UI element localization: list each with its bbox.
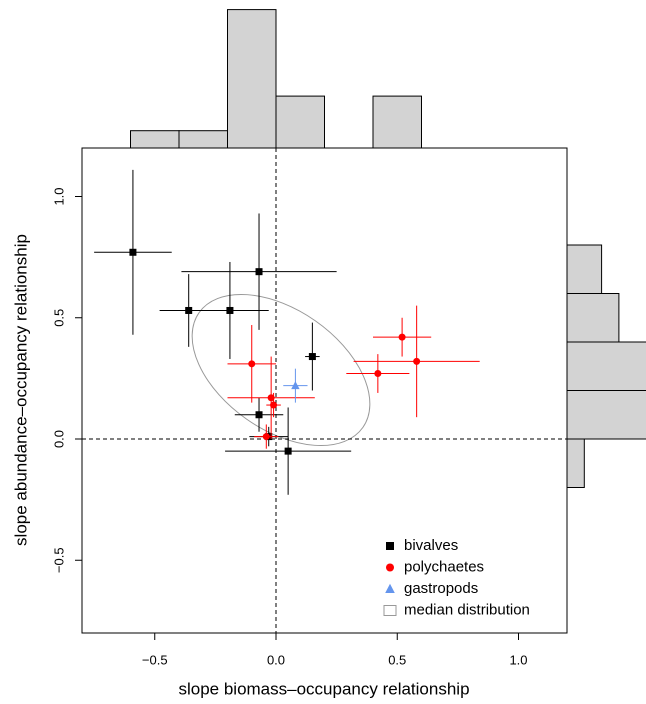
point — [270, 401, 278, 409]
legend-marker — [386, 563, 394, 572]
point — [267, 394, 275, 402]
right-histogram-bar — [566, 390, 646, 440]
legend-ellipse-swatch — [383, 605, 397, 616]
right-histogram-bar — [566, 438, 585, 488]
plot-frame — [81, 147, 568, 634]
top-histogram-bar — [275, 95, 325, 149]
median-ellipse — [191, 293, 371, 447]
x-tick-label: 0.5 — [388, 652, 406, 667]
point — [308, 353, 316, 361]
legend-label: polychaetes — [404, 558, 484, 575]
x-tick-label: 0.0 — [267, 652, 285, 667]
point — [129, 248, 137, 256]
legend-label: gastropods — [404, 580, 478, 597]
point — [291, 381, 300, 390]
point — [185, 306, 193, 314]
x-tick-label: −0.5 — [142, 652, 168, 667]
y-tick-label: −0.5 — [51, 547, 66, 573]
x-axis-title: slope biomass–occupancy relationship — [178, 679, 469, 698]
point — [413, 357, 421, 365]
top-histogram-bar — [372, 95, 422, 149]
legend-marker — [385, 583, 395, 593]
y-tick-label: 0.5 — [51, 309, 66, 327]
y-axis-title: slope abundance–occupancy relationship — [11, 234, 30, 546]
legend-label: bivalves — [404, 537, 458, 554]
y-tick-label: 0.0 — [51, 430, 66, 448]
point — [226, 306, 234, 314]
point — [255, 268, 263, 276]
legend-marker — [386, 542, 394, 550]
point — [248, 360, 256, 368]
point — [284, 447, 292, 455]
top-histogram-bar — [178, 130, 228, 149]
top-histogram-bar — [130, 130, 180, 149]
point — [255, 411, 263, 419]
top-histogram-bar — [227, 9, 277, 149]
right-histogram-bar — [566, 244, 603, 294]
right-histogram-bar — [566, 341, 646, 391]
right-histogram-bar — [566, 293, 620, 343]
y-tick-label: 1.0 — [51, 187, 66, 205]
point — [374, 370, 382, 378]
point — [398, 333, 406, 341]
legend-label: median distribution — [404, 601, 530, 618]
point — [262, 433, 270, 441]
x-tick-label: 1.0 — [509, 652, 527, 667]
